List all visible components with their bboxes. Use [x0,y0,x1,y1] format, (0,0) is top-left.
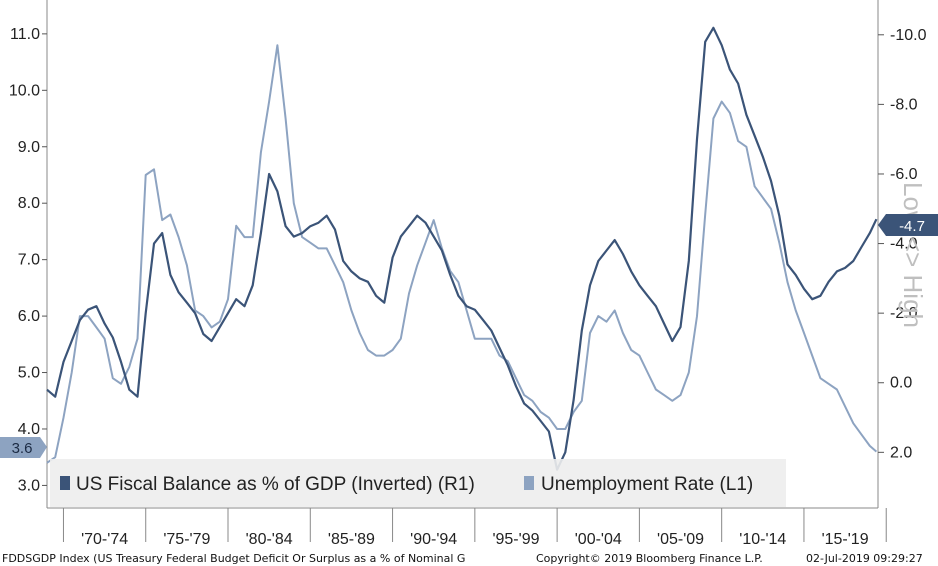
right-tick-label: -10.0 [890,27,927,44]
series-line-fiscal-balance [46,26,878,471]
left-tick-label: 11.0 [10,26,40,43]
footer-source: FDDSGDP Index (US Treasury Federal Budge… [2,552,465,565]
left-tick-label: 9.0 [18,139,40,156]
legend-label-unemployment: Unemployment Rate (L1) [541,474,753,495]
right-axis-ticks: -10.0 -8.0 -6.0 -4.0 -2.0 0.0 2.0 [878,27,927,461]
left-tick-label: 3.0 [18,477,40,494]
left-tick-label: 6.0 [18,308,40,325]
right-tick-label: -2.0 [890,305,918,322]
x-period-label: '00-'04 [575,531,622,548]
right-tick-label: -4.0 [890,236,918,253]
footer-timestamp: 02-Jul-2019 09:29:27 [806,552,923,565]
legend-label-fiscal-balance: US Fiscal Balance as % of GDP (Inverted)… [76,474,475,495]
x-axis-ticks: '70-'74 '75-'79 '80-'84 '85-'89 '90-'94 '95-'… [62,508,887,548]
left-tick-label: 10.0 [9,82,40,99]
footer-copyright: Copyright© 2019 Bloomberg Finance L.P. [536,552,763,565]
left-tick-label: 4.0 [18,421,40,438]
x-period-label: '95-'99 [492,531,539,548]
right-tick-label: 2.0 [890,444,912,461]
x-period-label: '90-'94 [410,531,457,548]
x-period-label: '15-'19 [822,531,869,548]
legend-swatch-unemployment [524,476,534,490]
left-tick-label: 5.0 [18,365,40,382]
legend-swatch-fiscal-balance [60,476,70,490]
right-tick-label: 0.0 [890,375,912,392]
left-tick-label: 8.0 [18,195,40,212]
x-period-label: '05-'09 [657,531,704,548]
x-period-label: '80-'84 [246,531,293,548]
legend-box [50,459,786,507]
x-period-label: '70-'74 [81,531,128,548]
right-tick-label: -8.0 [890,96,918,113]
series-group [46,26,878,471]
x-period-label: '75-'79 [163,531,210,548]
left-tick-label: 7.0 [18,252,40,269]
left-axis-ticks: 3.0 4.0 5.0 6.0 7.0 8.0 9.0 10.0 11.0 [9,26,47,494]
last-value-label-unemployment: 3.6 [12,440,33,457]
right-axis-side-label: Low <> High [898,182,928,328]
right-tick-label: -6.0 [890,166,918,183]
last-value-badge-unemployment: 3.6 [0,437,47,458]
x-period-label: '85-'89 [328,531,375,548]
x-period-label: '10-'14 [739,531,786,548]
last-value-label-fiscal-balance: -4.7 [899,218,925,235]
last-value-badge-fiscal-balance: -4.7 [878,214,938,236]
series-line-unemployment [46,44,878,464]
